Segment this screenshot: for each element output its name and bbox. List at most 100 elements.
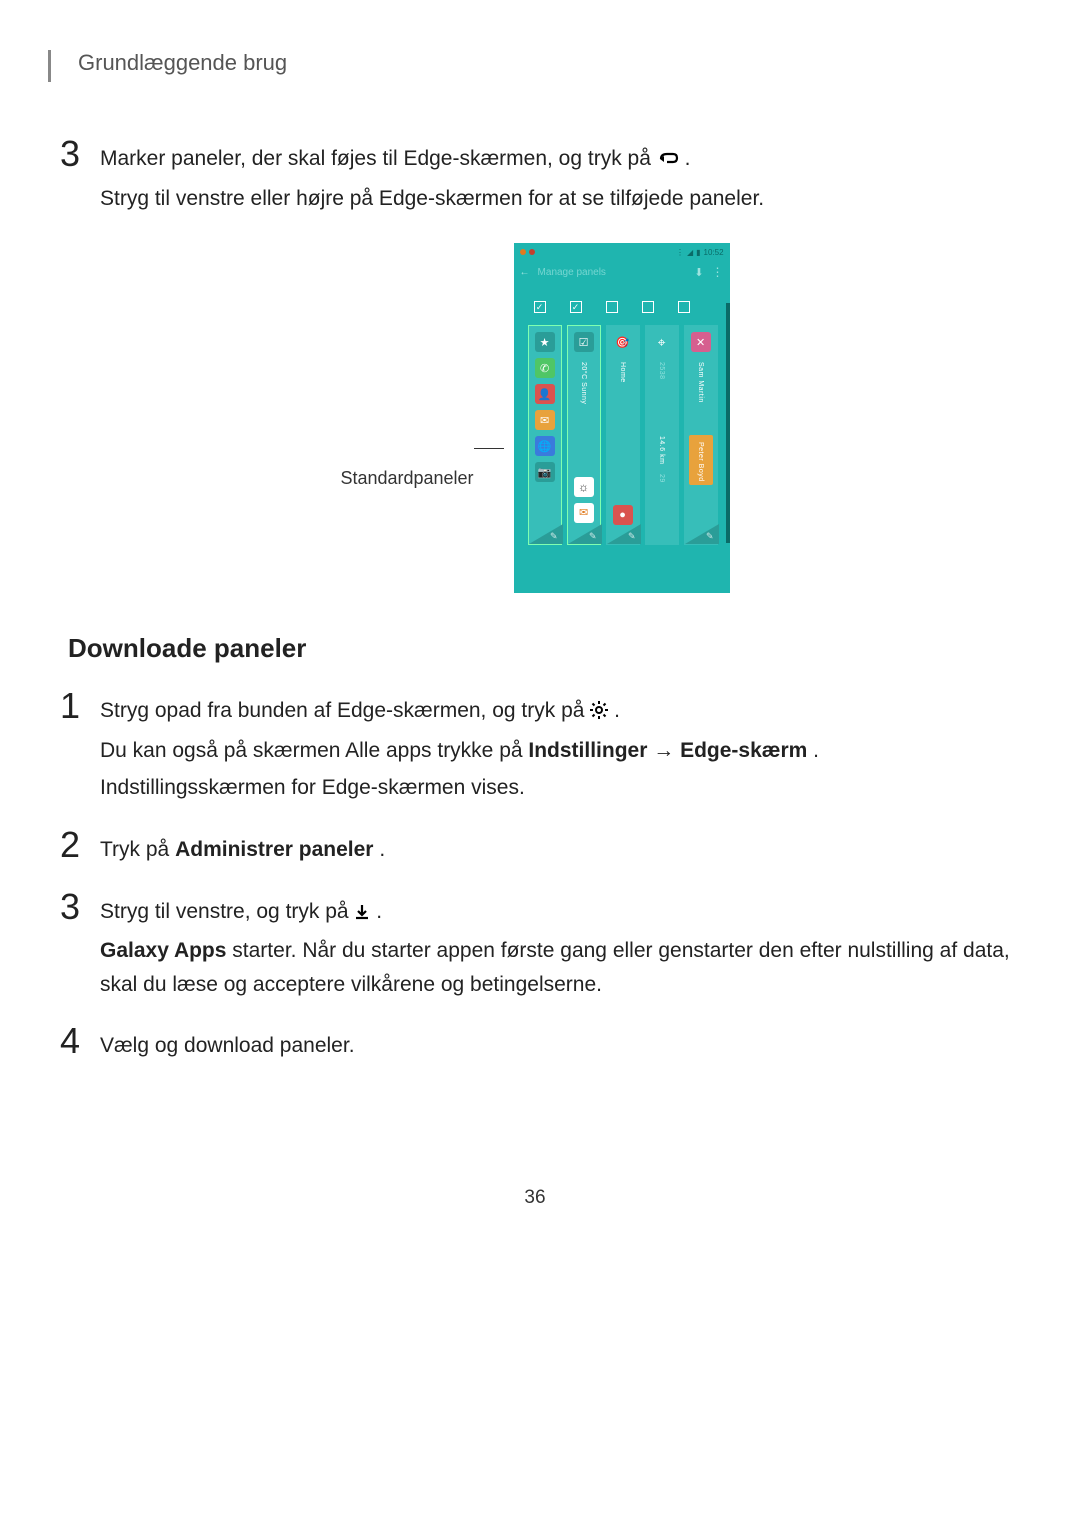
- contact-icon: 👤: [535, 384, 555, 404]
- step-line: Tryk på Administrer paneler .: [100, 833, 1010, 867]
- text: .: [614, 699, 620, 722]
- callout-line: [474, 448, 504, 449]
- check-icon: ☑: [574, 332, 594, 352]
- record-icon: ●: [613, 505, 633, 525]
- panel-value: 29: [658, 470, 665, 483]
- panel-checkbox[interactable]: [534, 301, 546, 313]
- step-body: Marker paneler, der skal føjes til Edge-…: [100, 136, 1010, 219]
- section-title: Downloade paneler: [68, 633, 1010, 664]
- phone-screenshot: ⋮ ◢ ▮ 10:52 ← Manage panels ⬇ ⋮ ★: [514, 243, 730, 593]
- step-3-bottom: 3 Stryg til venstre, og tryk på . Galaxy…: [60, 889, 1010, 1006]
- page-header: Grundlæggende brug: [78, 50, 1010, 76]
- download-icon: [354, 897, 370, 931]
- contact-name: Peter Boyd: [697, 438, 704, 482]
- text: .: [376, 900, 382, 923]
- step-number: 4: [60, 1023, 100, 1059]
- step-line: Stryg til venstre eller højre på Edge-sk…: [100, 182, 1010, 216]
- edit-icon[interactable]: ✎: [589, 531, 597, 542]
- battery-icon: ▮: [696, 248, 700, 257]
- mail2-icon: ✉: [574, 503, 594, 523]
- text-bold: Indstillinger: [528, 739, 647, 762]
- panel-value: 2538: [658, 358, 665, 380]
- status-dot-icon: [529, 249, 535, 255]
- edge-panel[interactable]: ☑ 20°C Sunny ☼ ✉ ✎: [567, 325, 601, 545]
- step-line: Stryg til venstre, og tryk på .: [100, 895, 1010, 931]
- panel-checkbox[interactable]: [606, 301, 618, 313]
- edit-icon[interactable]: ✎: [628, 531, 636, 542]
- back-icon: [657, 144, 679, 178]
- sun-icon: ☼: [574, 477, 594, 497]
- more-icon[interactable]: ⋮: [712, 265, 724, 279]
- step-body: Vælg og download paneler.: [100, 1023, 1010, 1067]
- star-icon: ★: [535, 332, 555, 352]
- status-time: 10:52: [704, 248, 724, 257]
- figure: Standardpaneler ⋮ ◢ ▮ 10:52 ← Manage pan…: [60, 243, 1010, 593]
- step-number: 2: [60, 827, 100, 863]
- panel-label: Home: [619, 358, 626, 383]
- app-bar: ← Manage panels ⬇ ⋮: [514, 259, 730, 285]
- step-number: 1: [60, 688, 100, 724]
- status-left: [520, 249, 535, 255]
- step-2: 2 Tryk på Administrer paneler .: [60, 827, 1010, 871]
- step-line: Stryg opad fra bunden af Edge-skærmen, o…: [100, 694, 1010, 730]
- text: .: [685, 147, 691, 170]
- app-bar-title: Manage panels: [538, 267, 606, 278]
- step-line: Galaxy Apps starter. Når du starter appe…: [100, 934, 1010, 1001]
- status-right: ⋮ ◢ ▮ 10:52: [676, 248, 724, 257]
- edge-panel[interactable]: ✕ Sam Martin Peter Boyd ✎: [684, 325, 718, 545]
- edit-icon[interactable]: ✎: [706, 531, 714, 542]
- edge-handle: [726, 303, 730, 543]
- close-icon: ✕: [691, 332, 711, 352]
- edit-icon[interactable]: ✎: [550, 531, 558, 542]
- edge-panel[interactable]: ★ ✆ 👤 ✉ 🌐 📷 ✎: [528, 325, 562, 545]
- text: Stryg opad fra bunden af Edge-skærmen, o…: [100, 699, 590, 722]
- panel-checkbox[interactable]: [570, 301, 582, 313]
- text: Du kan også på skærmen Alle apps trykke …: [100, 739, 528, 762]
- edge-panel[interactable]: 𖦏 2538 14.6 km 29: [645, 325, 679, 545]
- step-body: Stryg opad fra bunden af Edge-skærmen, o…: [100, 688, 1010, 809]
- download-icon[interactable]: ⬇: [694, 266, 703, 279]
- text: .: [379, 838, 385, 861]
- checkbox-row: [514, 285, 730, 321]
- callout: Standardpaneler: [340, 468, 503, 489]
- text: Stryg til venstre, og tryk på: [100, 900, 354, 923]
- text-bold: Administrer paneler: [175, 838, 373, 861]
- signal-icon: ◢: [687, 248, 693, 257]
- mail-icon: ✉: [535, 410, 555, 430]
- text-bold: Galaxy Apps: [100, 939, 226, 962]
- phone-icon: ✆: [535, 358, 555, 378]
- panel-checkbox[interactable]: [678, 301, 690, 313]
- gear-icon: [590, 696, 608, 730]
- step-3-top: 3 Marker paneler, der skal føjes til Edg…: [60, 136, 1010, 219]
- status-dot-icon: [520, 249, 526, 255]
- margin-indicator: [48, 50, 51, 82]
- run-icon: 𖦏: [652, 332, 672, 352]
- step-4: 4 Vælg og download paneler.: [60, 1023, 1010, 1067]
- step-body: Stryg til venstre, og tryk på . Galaxy A…: [100, 889, 1010, 1006]
- panel-value: 14.6 km: [658, 432, 665, 464]
- callout-label: Standardpaneler: [340, 468, 473, 489]
- text: starter. Når du starter appen første gan…: [100, 939, 1010, 996]
- panel-row: ★ ✆ 👤 ✉ 🌐 📷 ✎ ☑ 20°C Sunny ☼ ✉: [514, 321, 730, 561]
- text: Tryk på: [100, 838, 175, 861]
- panel-checkbox[interactable]: [642, 301, 654, 313]
- step-line: Marker paneler, der skal føjes til Edge-…: [100, 142, 1010, 178]
- text: .: [813, 739, 819, 762]
- wifi-icon: ⋮: [676, 248, 684, 257]
- status-bar: ⋮ ◢ ▮ 10:52: [514, 243, 730, 259]
- edge-panel[interactable]: 🎯 Home ● ✎: [606, 325, 640, 545]
- step-number: 3: [60, 889, 100, 925]
- step-line: Du kan også på skærmen Alle apps trykke …: [100, 734, 1010, 768]
- step-number: 3: [60, 136, 100, 172]
- step-line: Vælg og download paneler.: [100, 1029, 1010, 1063]
- back-arrow-icon[interactable]: ←: [520, 267, 530, 278]
- text-bold: Edge-skærm: [680, 739, 807, 762]
- text: →: [653, 739, 680, 762]
- contact-name: Sam Martin: [697, 358, 704, 403]
- page-number: 36: [60, 1187, 1010, 1209]
- globe-icon: 🌐: [535, 436, 555, 456]
- text: Marker paneler, der skal føjes til Edge-…: [100, 147, 657, 170]
- location-icon: 🎯: [613, 332, 633, 352]
- step-1: 1 Stryg opad fra bunden af Edge-skærmen,…: [60, 688, 1010, 809]
- step-body: Tryk på Administrer paneler .: [100, 827, 1010, 871]
